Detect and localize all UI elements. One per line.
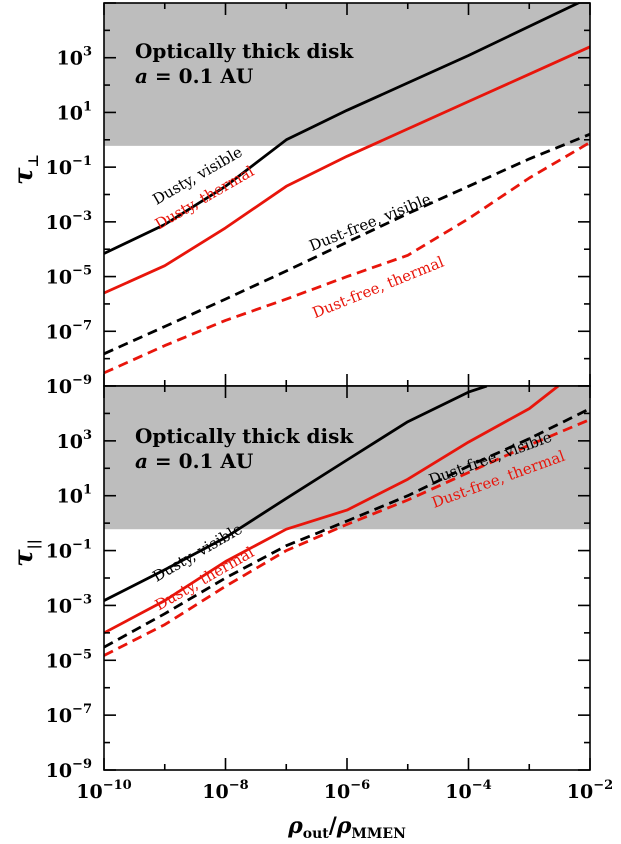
y-tick-label: 10−9 (46, 757, 92, 782)
x-tick-label: 10−8 (202, 778, 248, 803)
y-tick-label: 10−5 (46, 264, 92, 289)
x-tick-label: 10−4 (445, 778, 491, 803)
y-tick-label: 101 (57, 483, 93, 508)
x-axis: 10−10 10−8 10−6 10−4 10−2 ρout/ρMMEN (76, 778, 613, 842)
y-axis-label: τ|| (9, 539, 42, 567)
y-tick-label: 10−3 (46, 592, 92, 617)
y-tick-label: 10−3 (46, 209, 92, 234)
y-tick-label: 10−1 (46, 538, 92, 563)
x-tick-label: 10−2 (567, 778, 613, 803)
x-axis-label: ρout/ρMMEN (287, 813, 406, 842)
curve-label: Dust-free, visible (307, 190, 434, 255)
series-line-dust-free-thermal (104, 141, 590, 375)
x-tick-label: 10−6 (324, 778, 370, 803)
y-tick-label: 103 (57, 428, 93, 453)
series-line-dust-free-thermal (104, 418, 590, 657)
annotation-distance: a = 0.1 AU (135, 64, 253, 88)
optically-thick-region (104, 386, 590, 530)
y-tick-label: 101 (57, 99, 93, 124)
y-tick-label: 10−1 (46, 154, 92, 179)
curve-label: Dust-free, thermal (310, 253, 447, 322)
series-line-dusty-thermal (104, 45, 590, 295)
annotation-distance: a = 0.1 AU (135, 449, 253, 473)
x-tick-label: 10−10 (76, 778, 131, 803)
y-tick-label: 10−5 (46, 647, 92, 672)
annotation-title: Optically thick disk (135, 424, 354, 448)
y-tick-label: 10−9 (46, 373, 92, 398)
series-line-dusty-visible (104, 3, 582, 255)
series-line-dusty-visible (104, 386, 488, 602)
y-tick-label: 103 (57, 45, 93, 70)
annotation-title: Optically thick disk (135, 39, 354, 63)
optically-thick-region (104, 3, 590, 146)
y-axis-label: τ⊥ (9, 154, 42, 185)
series-line-dusty-thermal (104, 386, 560, 635)
y-tick-label: 10−7 (46, 318, 92, 343)
series-line-dust-free-visible (104, 132, 590, 356)
y-tick-label: 10−7 (46, 702, 92, 727)
series-line-dust-free-visible (104, 407, 590, 649)
